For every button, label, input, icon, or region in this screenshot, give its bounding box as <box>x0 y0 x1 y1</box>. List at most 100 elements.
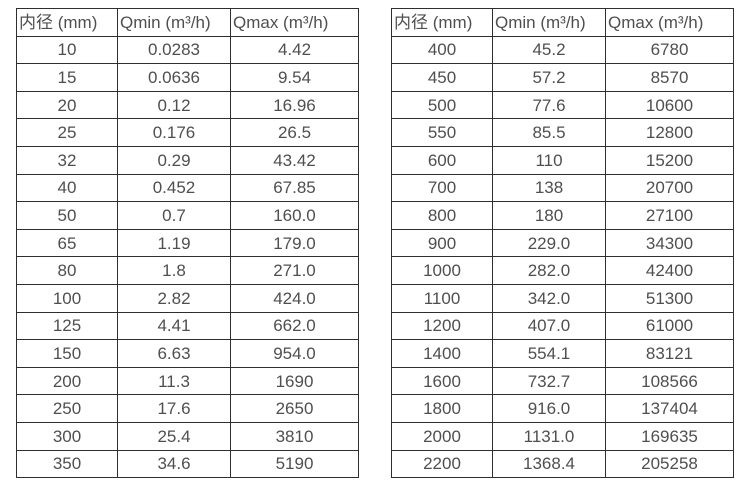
table-row: 1100 342.0 51300 <box>391 283 734 313</box>
table-header: 内径 (mm) Qmin (m³/h) Qmax (m³/h) <box>16 8 359 37</box>
table-cell: 169635 <box>605 421 734 451</box>
table-cell: 8570 <box>605 63 734 92</box>
table-row: 350 34.6 5190 <box>16 449 359 479</box>
table-cell: 400 <box>391 35 493 65</box>
table-cell: 1400 <box>391 339 493 368</box>
table-cell: 200 <box>16 366 118 396</box>
table-row: 65 1.19 179.0 <box>16 228 359 258</box>
table-cell: 282.0 <box>492 256 606 285</box>
table-row: 15 0.0636 9.54 <box>16 63 359 92</box>
table-cell: 51300 <box>605 283 734 313</box>
table-cell: 50 <box>16 201 118 230</box>
table-cell: 1100 <box>391 283 493 313</box>
table-cell: 350 <box>16 449 118 479</box>
table-cell: 0.176 <box>117 118 231 147</box>
table-cell: 1368.4 <box>492 449 606 479</box>
table-cell: 12800 <box>605 118 734 147</box>
table-cell: 160.0 <box>230 201 359 230</box>
table-cell: 9.54 <box>230 63 359 92</box>
table-cell: 550 <box>391 118 493 147</box>
table-cell: 700 <box>391 173 493 203</box>
table-cell: 20700 <box>605 173 734 203</box>
table-cell: 57.2 <box>492 63 606 92</box>
table-cell: 0.29 <box>117 145 231 175</box>
column-header-qmax: Qmax (m³/h) <box>605 8 734 37</box>
table-cell: 5190 <box>230 449 359 479</box>
table-cell: 11.3 <box>117 366 231 396</box>
header-row: 内径 (mm) Qmin (m³/h) Qmax (m³/h) <box>391 8 734 37</box>
table-cell: 424.0 <box>230 283 359 313</box>
table-cell: 108566 <box>605 366 734 396</box>
table-header: 内径 (mm) Qmin (m³/h) Qmax (m³/h) <box>391 8 734 37</box>
table-cell: 15 <box>16 63 118 92</box>
table-cell: 1.19 <box>117 228 231 258</box>
table-cell: 662.0 <box>230 311 359 341</box>
table-row: 20 0.12 16.96 <box>16 90 359 120</box>
table-cell: 16.96 <box>230 90 359 120</box>
table-cell: 1800 <box>391 394 493 423</box>
table-cell: 732.7 <box>492 366 606 396</box>
table-row: 25 0.176 26.5 <box>16 118 359 147</box>
table-row: 100 2.82 424.0 <box>16 283 359 313</box>
table-cell: 205258 <box>605 449 734 479</box>
table-cell: 85.5 <box>492 118 606 147</box>
table-cell: 554.1 <box>492 339 606 368</box>
table-cell: 4.42 <box>230 35 359 65</box>
table-cell: 80 <box>16 256 118 285</box>
table-row: 400 45.2 6780 <box>391 35 734 65</box>
table-row: 200 11.3 1690 <box>16 366 359 396</box>
table-cell: 150 <box>16 339 118 368</box>
table-cell: 179.0 <box>230 228 359 258</box>
table-cell: 2650 <box>230 394 359 423</box>
table-cell: 77.6 <box>492 90 606 120</box>
table-cell: 65 <box>16 228 118 258</box>
table-cell: 10600 <box>605 90 734 120</box>
table-cell: 61000 <box>605 311 734 341</box>
table-cell: 1600 <box>391 366 493 396</box>
table-body: 10 0.0283 4.42 15 0.0636 9.54 20 0.12 16.96 25 0.1… <box>16 35 359 479</box>
table-cell: 300 <box>16 421 118 451</box>
table-row: 150 6.63 954.0 <box>16 339 359 368</box>
table-cell: 229.0 <box>492 228 606 258</box>
table-cell: 40 <box>16 173 118 203</box>
table-row: 80 1.8 271.0 <box>16 256 359 285</box>
table-cell: 1.8 <box>117 256 231 285</box>
table-cell: 100 <box>16 283 118 313</box>
table-cell: 1000 <box>391 256 493 285</box>
table-row: 700 138 20700 <box>391 173 734 203</box>
table-cell: 1131.0 <box>492 421 606 451</box>
table-row: 125 4.41 662.0 <box>16 311 359 341</box>
table-cell: 15200 <box>605 145 734 175</box>
table-row: 32 0.29 43.42 <box>16 145 359 175</box>
table-cell: 2200 <box>391 449 493 479</box>
table-cell: 125 <box>16 311 118 341</box>
table-cell: 180 <box>492 201 606 230</box>
table-row: 2000 1131.0 169635 <box>391 421 734 451</box>
table-cell: 342.0 <box>492 283 606 313</box>
table-cell: 271.0 <box>230 256 359 285</box>
table-row: 1200 407.0 61000 <box>391 311 734 341</box>
table-cell: 26.5 <box>230 118 359 147</box>
table-cell: 0.0636 <box>117 63 231 92</box>
table-row: 1400 554.1 83121 <box>391 339 734 368</box>
table-cell: 4.41 <box>117 311 231 341</box>
table-row: 10 0.0283 4.42 <box>16 35 359 65</box>
table-cell: 0.452 <box>117 173 231 203</box>
flow-spec-table-small-diameters: 内径 (mm) Qmin (m³/h) Qmax (m³/h) 10 0.0283… <box>16 8 359 479</box>
table-cell: 110 <box>492 145 606 175</box>
table-cell: 0.12 <box>117 90 231 120</box>
column-header-qmin: Qmin (m³/h) <box>117 8 231 37</box>
flow-spec-table-large-diameters: 内径 (mm) Qmin (m³/h) Qmax (m³/h) 400 45.2 6… <box>391 8 734 479</box>
table-cell: 916.0 <box>492 394 606 423</box>
table-cell: 25 <box>16 118 118 147</box>
table-cell: 407.0 <box>492 311 606 341</box>
table-row: 1600 732.7 108566 <box>391 366 734 396</box>
table-cell: 34.6 <box>117 449 231 479</box>
table-row: 550 85.5 12800 <box>391 118 734 147</box>
table-cell: 600 <box>391 145 493 175</box>
table-cell: 83121 <box>605 339 734 368</box>
table-body: 400 45.2 6780 450 57.2 8570 500 77.6 10600 550 85.… <box>391 35 734 479</box>
table-row: 300 25.4 3810 <box>16 421 359 451</box>
table-row: 2200 1368.4 205258 <box>391 449 734 479</box>
